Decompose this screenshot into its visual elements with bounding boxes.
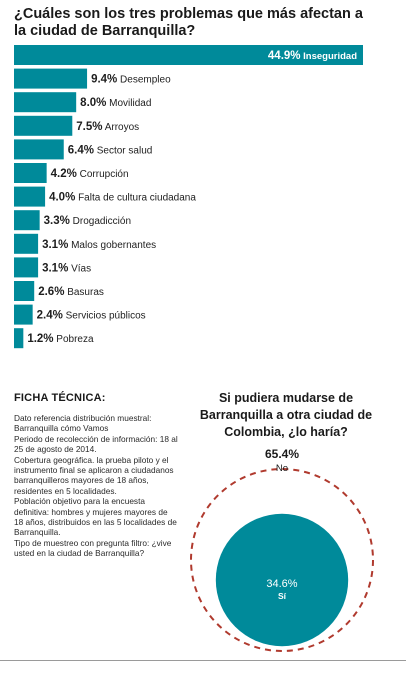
ficha-item: Población objetivo para la encuesta defi…	[14, 496, 177, 538]
bar-4	[14, 139, 64, 160]
bar-label-4: 6.4% Sector salud	[68, 144, 153, 156]
ficha-text: Dato referencia distribución muestral: B…	[14, 413, 179, 559]
slice-si-label: Sí	[278, 591, 287, 601]
bar-value: 2.6%	[38, 286, 64, 298]
slice-no-value: 65.4%	[265, 447, 299, 461]
bar-label-7: 3.3% Drogadicción	[44, 215, 131, 227]
bar-category: Malos gobernantes	[68, 240, 156, 251]
bar-category: Desempleo	[117, 75, 171, 86]
bar-category: Falta de cultura ciudadana	[75, 193, 196, 204]
bar-5	[14, 163, 47, 183]
ficha-title: FICHA TÉCNICA:	[14, 392, 106, 404]
bar-label-12: 1.2% Pobreza	[27, 333, 94, 345]
bar-value: 7.5%	[76, 121, 102, 133]
bar-value: 9.4%	[91, 74, 117, 86]
bar-value: 2.4%	[37, 310, 63, 322]
bar-2	[14, 92, 77, 113]
ficha-item: Dato referencia distribución muestral: B…	[14, 413, 152, 434]
bottom-divider	[0, 660, 406, 661]
bar-category: Arroyos	[103, 122, 140, 133]
bar-label-10: 2.6% Basuras	[38, 286, 104, 298]
slice-no-label: No	[276, 463, 288, 474]
bar-label-2: 8.0% Movilidad	[80, 97, 151, 109]
bar-value: 3.1%	[42, 239, 68, 251]
bar-category: Inseguridad	[301, 51, 358, 62]
slice-no	[190, 468, 374, 652]
slice-si-value: 34.6%	[266, 578, 297, 590]
bar-value: 3.1%	[42, 262, 68, 274]
bar-0	[14, 45, 363, 65]
bar-category: Servicios públicos	[63, 311, 146, 322]
bar-label-11: 2.4% Servicios públicos	[37, 310, 146, 322]
bar-label-5: 4.2% Corrupción	[51, 168, 129, 180]
bar-value: 3.3%	[44, 215, 70, 227]
bar-category: Pobreza	[54, 334, 94, 345]
bar-value: 4.2%	[51, 168, 77, 180]
bar-chart: 44.9% Inseguridad 9.4% Desempleo 8.0% Movi…	[14, 45, 363, 349]
bar-10	[14, 281, 35, 301]
bar-3	[14, 115, 73, 136]
ficha-item: Periodo de recolección de información: 1…	[14, 433, 178, 455]
pie-question-title: Si pudiera mudarse de Barranquilla a otr…	[199, 391, 373, 439]
bar-label-3: 7.5% Arroyos	[76, 121, 139, 133]
bar-12	[14, 328, 24, 349]
bar-category: Movilidad	[106, 98, 151, 109]
bar-value: 44.9%	[268, 50, 301, 62]
bar-label-6: 4.0% Falta de cultura ciudadana	[49, 192, 196, 204]
bar-value: 1.2%	[27, 333, 53, 345]
chart-title: ¿Cuáles son los tres problemas que más a…	[14, 6, 363, 39]
bar-11	[14, 304, 33, 325]
bar-category: Corrupción	[77, 169, 129, 180]
bar-category: Vías	[68, 263, 91, 274]
bar-value: 6.4%	[68, 144, 94, 156]
bar-category: Basuras	[64, 287, 103, 298]
bar-category: Drogadicción	[70, 216, 131, 227]
bar-9	[14, 257, 39, 278]
slice-si	[215, 513, 349, 647]
bar-label-8: 3.1% Malos gobernantes	[42, 239, 156, 251]
bar-label-0: 44.9% Inseguridad	[268, 50, 357, 62]
bar-8	[14, 233, 39, 254]
ficha-item: Tipo de muestreo con pregunta filtro: ¿v…	[14, 537, 172, 559]
ficha-item: Cobertura geográfica. la prueba piloto y…	[14, 454, 174, 496]
bar-6	[14, 186, 46, 207]
bar-label-9: 3.1% Vías	[42, 262, 91, 274]
bar-1	[14, 68, 88, 89]
bar-category: Sector salud	[94, 145, 152, 156]
bar-value: 4.0%	[49, 192, 75, 204]
bar-7	[14, 210, 40, 231]
bar-value: 8.0%	[80, 97, 106, 109]
bar-label-1: 9.4% Desempleo	[91, 74, 171, 86]
